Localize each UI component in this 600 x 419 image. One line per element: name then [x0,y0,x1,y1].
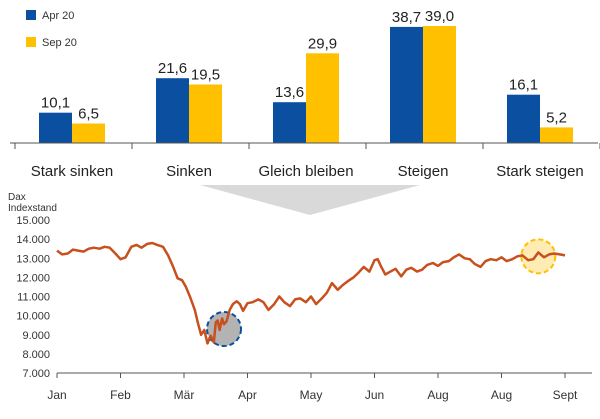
bar-value-label-0-0: 10,1 [41,95,70,112]
bar-value-label-1-1: 19,5 [191,67,220,84]
dax-series [56,241,566,345]
dax-line-0 [56,241,566,345]
bar-3-1 [423,26,456,143]
y-tick-label-0: 7.000 [22,368,50,380]
highlight-circle-1 [520,238,557,275]
x-tick-label-1: Feb [110,388,131,402]
y-axis-label-line1: Dax [8,192,26,203]
bar-0-0 [39,112,72,143]
legend-swatch-0 [26,10,36,20]
x-tick-label-6: Aug [427,388,448,402]
bar-1-1 [189,84,222,143]
category-label-1: Sinken [166,163,212,180]
bars [39,26,573,143]
bar-value-labels: 10,1 6,5 21,6 19,5 13,6 29,9 38,7 39,0 16,1 5,2 [41,8,567,126]
bar-value-label-4-1: 5,2 [546,109,567,126]
category-label-3: Steigen [398,163,449,180]
category-label-2: Gleich bleiben [258,163,353,180]
bar-2-1 [306,53,339,143]
x-tick-labels: Jan Feb Mär Apr May Jun Aug Aug Sept [47,373,578,402]
x-tick-label-7: Aug [491,388,512,402]
legend-swatch-1 [26,37,36,47]
y-tick-label-8: 15.000 [16,215,50,227]
y-tick-label-3: 10.000 [16,311,50,323]
category-label-0: Stark sinken [31,163,114,180]
bar-4-1 [540,127,573,143]
bar-chart: Apr 20 Sep 20 10,1 6,5 21,6 19,5 13,6 29,9 38,7… [10,8,600,180]
bar-1-0 [156,78,189,143]
x-tick-label-8: Sept [553,388,578,402]
y-tick-label-1: 8.000 [22,349,50,361]
connector-wedge [200,185,420,215]
x-tick-label-5: Jun [365,388,384,402]
line-chart: Dax Indexstand 7.000 8.000 9.000 10.000 11.0… [8,192,592,402]
bar-value-label-3-1: 39,0 [425,8,454,25]
y-tick-label-5: 12.000 [16,272,50,284]
y-tick-label-4: 11.000 [17,292,50,304]
y-tick-label-2: 9.000 [22,330,50,342]
y-axis-label-line2: Indexstand [8,203,57,214]
legend-label-1: Sep 20 [42,37,77,49]
category-label-4: Stark steigen [496,163,584,180]
highlight-circles [206,238,557,348]
bar-2-0 [273,102,306,143]
bar-value-label-1-0: 21,6 [158,60,187,77]
bar-value-label-3-0: 38,7 [392,9,421,26]
x-tick-label-2: Mär [174,388,195,402]
bar-4-0 [507,94,540,143]
x-tick-label-4: May [300,388,323,402]
y-tick-labels: 7.000 8.000 9.000 10.000 11.000 12.000 13.000 1… [16,215,50,380]
bar-value-label-2-0: 13,6 [275,84,304,101]
legend-label-0: Apr 20 [42,10,74,22]
bar-0-1 [72,123,105,143]
bar-value-label-2-1: 29,9 [308,35,337,52]
y-tick-label-6: 13.000 [16,253,50,265]
bar-legend: Apr 20 Sep 20 [26,10,77,49]
category-dividers [14,143,600,149]
category-labels: Stark sinken Sinken Gleich bleiben Steigen S… [31,163,584,180]
x-tick-label-0: Jan [47,388,66,402]
y-tick-label-7: 14.000 [16,234,50,246]
bar-value-label-0-1: 6,5 [78,106,99,123]
bar-value-label-4-0: 16,1 [509,77,538,94]
x-tick-label-3: Apr [238,388,257,402]
bar-3-0 [390,26,423,143]
